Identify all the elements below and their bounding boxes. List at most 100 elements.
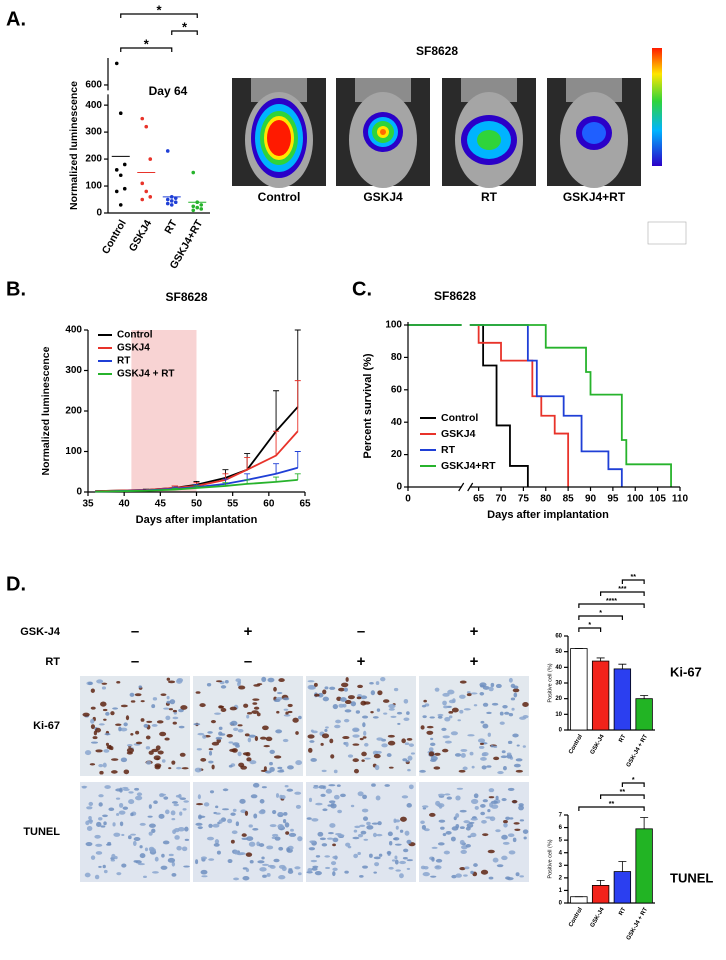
cell <box>515 872 520 877</box>
y-tick-label: 3 <box>559 863 563 869</box>
y-tick-label: 0 <box>396 482 402 493</box>
cell <box>287 869 294 874</box>
cell <box>320 742 324 746</box>
cell <box>403 717 410 721</box>
error-bar <box>640 695 649 699</box>
cell <box>238 685 246 690</box>
cell <box>493 745 498 749</box>
cell <box>478 745 485 749</box>
cell <box>318 785 326 789</box>
cell <box>176 678 184 683</box>
cell <box>277 766 283 770</box>
chart-title: SF8628 <box>165 290 207 304</box>
cell <box>228 764 233 768</box>
cell <box>240 809 247 814</box>
cell <box>119 821 124 827</box>
cell <box>394 843 402 846</box>
cell <box>195 691 201 694</box>
cell <box>362 736 367 739</box>
cell <box>404 830 410 836</box>
cell <box>372 716 379 719</box>
cell <box>93 730 98 736</box>
cell <box>122 806 129 810</box>
cell <box>428 751 435 757</box>
cell <box>95 749 103 753</box>
cell <box>241 833 247 837</box>
cell <box>444 793 451 796</box>
cell <box>377 690 383 696</box>
significance-bracket <box>578 806 645 811</box>
cell <box>378 853 383 857</box>
cell <box>197 826 203 830</box>
cell <box>107 841 112 846</box>
cell <box>508 712 514 717</box>
cell <box>90 706 96 710</box>
cell <box>499 721 505 725</box>
cell <box>295 804 301 809</box>
cell <box>422 715 427 719</box>
cell <box>88 801 94 806</box>
cell <box>343 718 350 723</box>
cell <box>129 692 135 697</box>
cell <box>522 714 529 719</box>
cell <box>252 782 260 788</box>
cell <box>435 858 443 863</box>
cell <box>252 828 259 831</box>
cell <box>388 707 395 711</box>
cell <box>159 793 165 798</box>
cell <box>421 824 427 830</box>
cell <box>240 765 248 770</box>
cell <box>110 770 118 774</box>
cell <box>98 865 102 868</box>
cell <box>89 763 96 766</box>
cell <box>347 695 355 700</box>
cell <box>420 820 425 825</box>
cell <box>328 784 336 787</box>
cell <box>326 837 334 840</box>
x-tick-label: 105 <box>649 494 666 505</box>
cell <box>311 730 318 734</box>
significance-bracket <box>578 615 623 620</box>
y-axis-title: Percent survival (%) <box>362 353 374 458</box>
y-tick-label: 6 <box>559 825 563 831</box>
cell <box>404 742 410 746</box>
cell <box>288 832 297 837</box>
data-point <box>191 170 196 175</box>
cell <box>297 872 302 876</box>
y-tick-label: 300 <box>85 127 102 138</box>
cell <box>260 736 267 740</box>
cell <box>116 872 122 876</box>
cell <box>221 808 230 811</box>
cell <box>356 696 362 700</box>
error-bar <box>618 861 627 872</box>
cell <box>208 823 213 828</box>
cell <box>283 708 289 711</box>
data-point <box>140 116 145 121</box>
cell <box>482 833 489 837</box>
cell <box>245 852 253 857</box>
survival-curve <box>408 324 623 487</box>
cell <box>429 716 435 719</box>
cell <box>457 719 461 722</box>
cell <box>146 760 152 765</box>
cell <box>213 843 220 847</box>
cell <box>230 720 238 726</box>
x-tick-label: Control <box>100 218 129 256</box>
cell <box>383 712 388 715</box>
cell <box>148 831 153 836</box>
y-tick-label: 0 <box>96 208 102 219</box>
cell <box>256 683 263 686</box>
significance-label: ** <box>620 789 626 796</box>
cell <box>491 702 499 706</box>
cell <box>90 741 99 744</box>
y-tick-label: 40 <box>391 417 403 428</box>
cell <box>522 745 526 748</box>
cell <box>153 755 161 761</box>
cell <box>130 700 136 703</box>
cell <box>314 693 320 697</box>
cell <box>342 703 347 708</box>
cell <box>297 836 303 842</box>
cell <box>242 752 249 756</box>
cell <box>218 705 224 709</box>
cell <box>308 797 313 803</box>
